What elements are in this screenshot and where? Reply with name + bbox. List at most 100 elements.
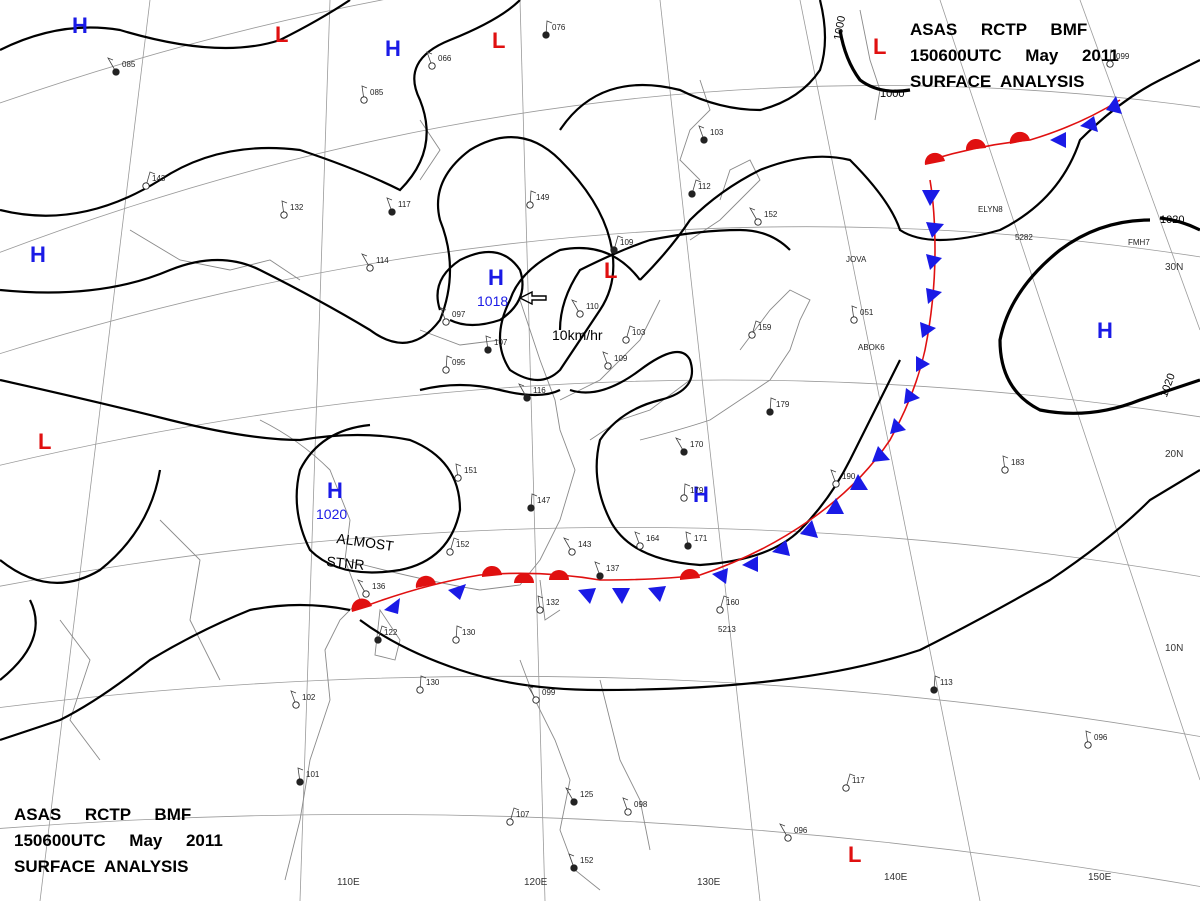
- station-circle-icon: [526, 201, 534, 209]
- station-pressure: 114: [376, 256, 389, 265]
- station-pressure: 085: [370, 88, 384, 97]
- wind-barb-icon: [933, 675, 941, 691]
- station-plot: 190: [830, 469, 856, 488]
- station-pressure: 107: [494, 338, 508, 347]
- station-pressure: 113: [940, 678, 953, 687]
- station-pressure: 103: [632, 328, 646, 337]
- station-circle-icon: [570, 798, 578, 806]
- station-pressure: 096: [794, 826, 808, 835]
- station-pressure: 101: [306, 770, 320, 779]
- station-plot: 051: [850, 305, 874, 324]
- wind-barb-icon: [568, 853, 575, 869]
- latitude-label: 30N: [1165, 262, 1183, 273]
- wind-barb-icon: [545, 20, 553, 36]
- wind-barb-icon: [769, 397, 777, 413]
- wind-barb-icon: [145, 171, 156, 187]
- station-circle-icon: [542, 31, 550, 39]
- station-circle-icon: [1084, 741, 1092, 749]
- station-pressure: 152: [580, 856, 594, 865]
- station-circle-icon: [624, 808, 632, 816]
- wind-barb-icon: [518, 383, 528, 399]
- station-plot: 152: [749, 207, 778, 226]
- station-plot: 102: [290, 690, 316, 709]
- wind-barb-icon: [685, 531, 692, 547]
- station-plot: 179: [680, 483, 704, 502]
- station-pressure: 099: [1116, 52, 1130, 61]
- wind-barb-icon: [377, 625, 388, 641]
- station-pressure: 152: [456, 540, 470, 549]
- station-id: 5282: [1015, 233, 1033, 242]
- wind-barb-icon: [1085, 730, 1092, 746]
- wind-barb-icon: [845, 773, 856, 789]
- station-plot: 143: [563, 537, 592, 556]
- station-circle-icon: [428, 62, 436, 70]
- header-bottom: ASAS RCTP BMF 150600UTC May 2011 SURFACE…: [14, 805, 223, 876]
- station-circle-icon: [610, 246, 618, 254]
- station-plot: 130: [452, 625, 476, 644]
- station-pressure: 190: [842, 472, 856, 481]
- station-plot: 076: [542, 20, 566, 39]
- wind-barb-icon: [751, 320, 762, 336]
- station-circle-icon: [532, 696, 540, 704]
- wind-barb-icon: [386, 197, 393, 213]
- station-circle-icon: [850, 316, 858, 324]
- station-circle-icon: [442, 366, 450, 374]
- station-pressure: 183: [1011, 458, 1025, 467]
- wind-barb-icon: [719, 595, 730, 611]
- wind-barb-icon: [509, 807, 520, 823]
- longitude-label: 110E: [337, 877, 360, 888]
- station-circle-icon: [112, 68, 120, 76]
- wind-barb-icon: [361, 253, 371, 269]
- header-bottom-line3: SURFACE ANALYSIS: [14, 857, 188, 876]
- station-circle-icon: [684, 542, 692, 550]
- station-circle-icon: [362, 590, 370, 598]
- station-pressure: 103: [710, 128, 724, 137]
- station-plot: 116: [518, 383, 546, 402]
- station-pressure: 137: [606, 564, 620, 573]
- station-plot: 099: [1106, 49, 1130, 68]
- warm-front-markers: [351, 131, 1030, 612]
- station-circle-icon: [754, 218, 762, 226]
- wind-barb-icon: [440, 307, 447, 323]
- station-plot: 152: [446, 537, 470, 556]
- station-plot: 085: [360, 85, 384, 104]
- station-circle-icon: [536, 606, 544, 614]
- station-pressure: 136: [372, 582, 386, 591]
- wind-barb-icon: [830, 469, 837, 485]
- station-circle-icon: [374, 636, 382, 644]
- station-circle-icon: [784, 834, 792, 842]
- station-circle-icon: [454, 474, 462, 482]
- wind-barb-icon: [634, 531, 641, 547]
- movement-speed: 10km/hr: [552, 327, 603, 343]
- station-pressure: 051: [860, 308, 874, 317]
- station-pressure: 076: [552, 23, 566, 32]
- isobars: [0, 0, 1200, 742]
- wind-barb-icon: [675, 437, 685, 453]
- high-pressure-symbol: H: [385, 36, 401, 61]
- station-circle-icon: [1001, 466, 1009, 474]
- station-plot: 107: [484, 335, 508, 354]
- latitude-label: 20N: [1165, 449, 1183, 460]
- wind-barb-icon: [529, 190, 537, 206]
- station-pressure: 099: [542, 688, 556, 697]
- wind-barb-icon: [602, 351, 609, 367]
- station-plot: 114: [361, 253, 389, 272]
- station-pressure: 110: [586, 302, 599, 311]
- header-bottom-line2: 150600UTC May 2011: [14, 831, 223, 850]
- station-pressure: 179: [690, 486, 704, 495]
- station-circle-icon: [700, 136, 708, 144]
- wind-barb-icon: [1109, 49, 1117, 65]
- station-id: 5213: [718, 625, 736, 634]
- station-circle-icon: [523, 394, 531, 402]
- station-plot: 097: [440, 307, 466, 326]
- station-plot: 137: [594, 561, 620, 580]
- longitude-label: 150E: [1088, 872, 1112, 883]
- station-circle-icon: [622, 336, 630, 344]
- station-circle-icon: [1106, 60, 1114, 68]
- wind-barb-icon: [281, 200, 288, 216]
- station-id: FMH7: [1128, 238, 1150, 247]
- station-pressure: 102: [302, 693, 316, 702]
- station-plot: 132: [536, 595, 560, 614]
- station-plot: 109: [610, 235, 634, 254]
- almost-label: ALMOST: [336, 530, 396, 554]
